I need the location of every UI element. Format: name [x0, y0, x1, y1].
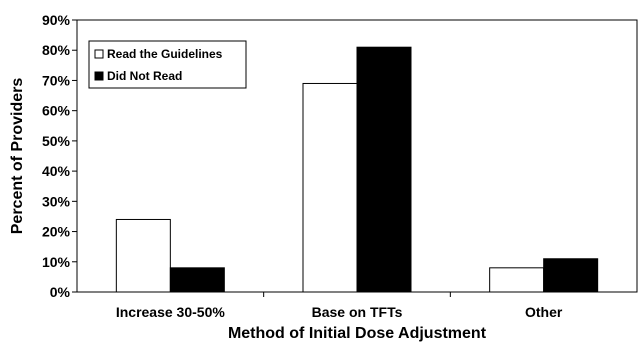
x-category-label: Increase 30-50%	[116, 304, 226, 320]
y-tick-label: 50%	[42, 133, 71, 149]
y-tick-label: 0%	[50, 284, 71, 300]
y-axis-title: Percent of Providers	[9, 78, 26, 235]
bar-not-read-2	[543, 258, 599, 293]
y-tick-label: 90%	[42, 12, 71, 28]
x-category-label: Other	[525, 304, 563, 320]
x-category-label: Base on TFTs	[312, 304, 403, 320]
y-tick-label: 80%	[42, 42, 71, 58]
bar-read-1	[302, 82, 358, 293]
y-tick-label: 20%	[42, 224, 71, 240]
x-axis: Increase 30-50% Base on TFTs Other	[116, 292, 563, 320]
bar-not-read-0	[169, 267, 225, 293]
y-axis: 0% 10% 20% 30% 40% 50% 60% 70% 80% 90%	[42, 12, 77, 300]
y-tick-label: 70%	[42, 72, 71, 88]
legend-label-not-read: Did Not Read	[107, 69, 182, 83]
y-tick-label: 40%	[42, 163, 71, 179]
legend: Read the Guidelines Did Not Read	[88, 40, 247, 89]
x-axis-title: Method of Initial Dose Adjustment	[228, 325, 487, 342]
legend-swatch-not-read	[94, 71, 104, 81]
bar-read-0	[115, 218, 171, 293]
legend-box	[88, 40, 247, 89]
bar-not-read-1	[356, 46, 412, 293]
y-tick-label: 10%	[42, 254, 71, 270]
y-tick-label: 30%	[42, 193, 71, 209]
y-tick-label: 60%	[42, 103, 71, 119]
legend-swatch-read	[94, 49, 104, 59]
legend-label-read: Read the Guidelines	[107, 47, 223, 61]
bar-read-2	[489, 267, 545, 293]
bars	[115, 46, 599, 293]
